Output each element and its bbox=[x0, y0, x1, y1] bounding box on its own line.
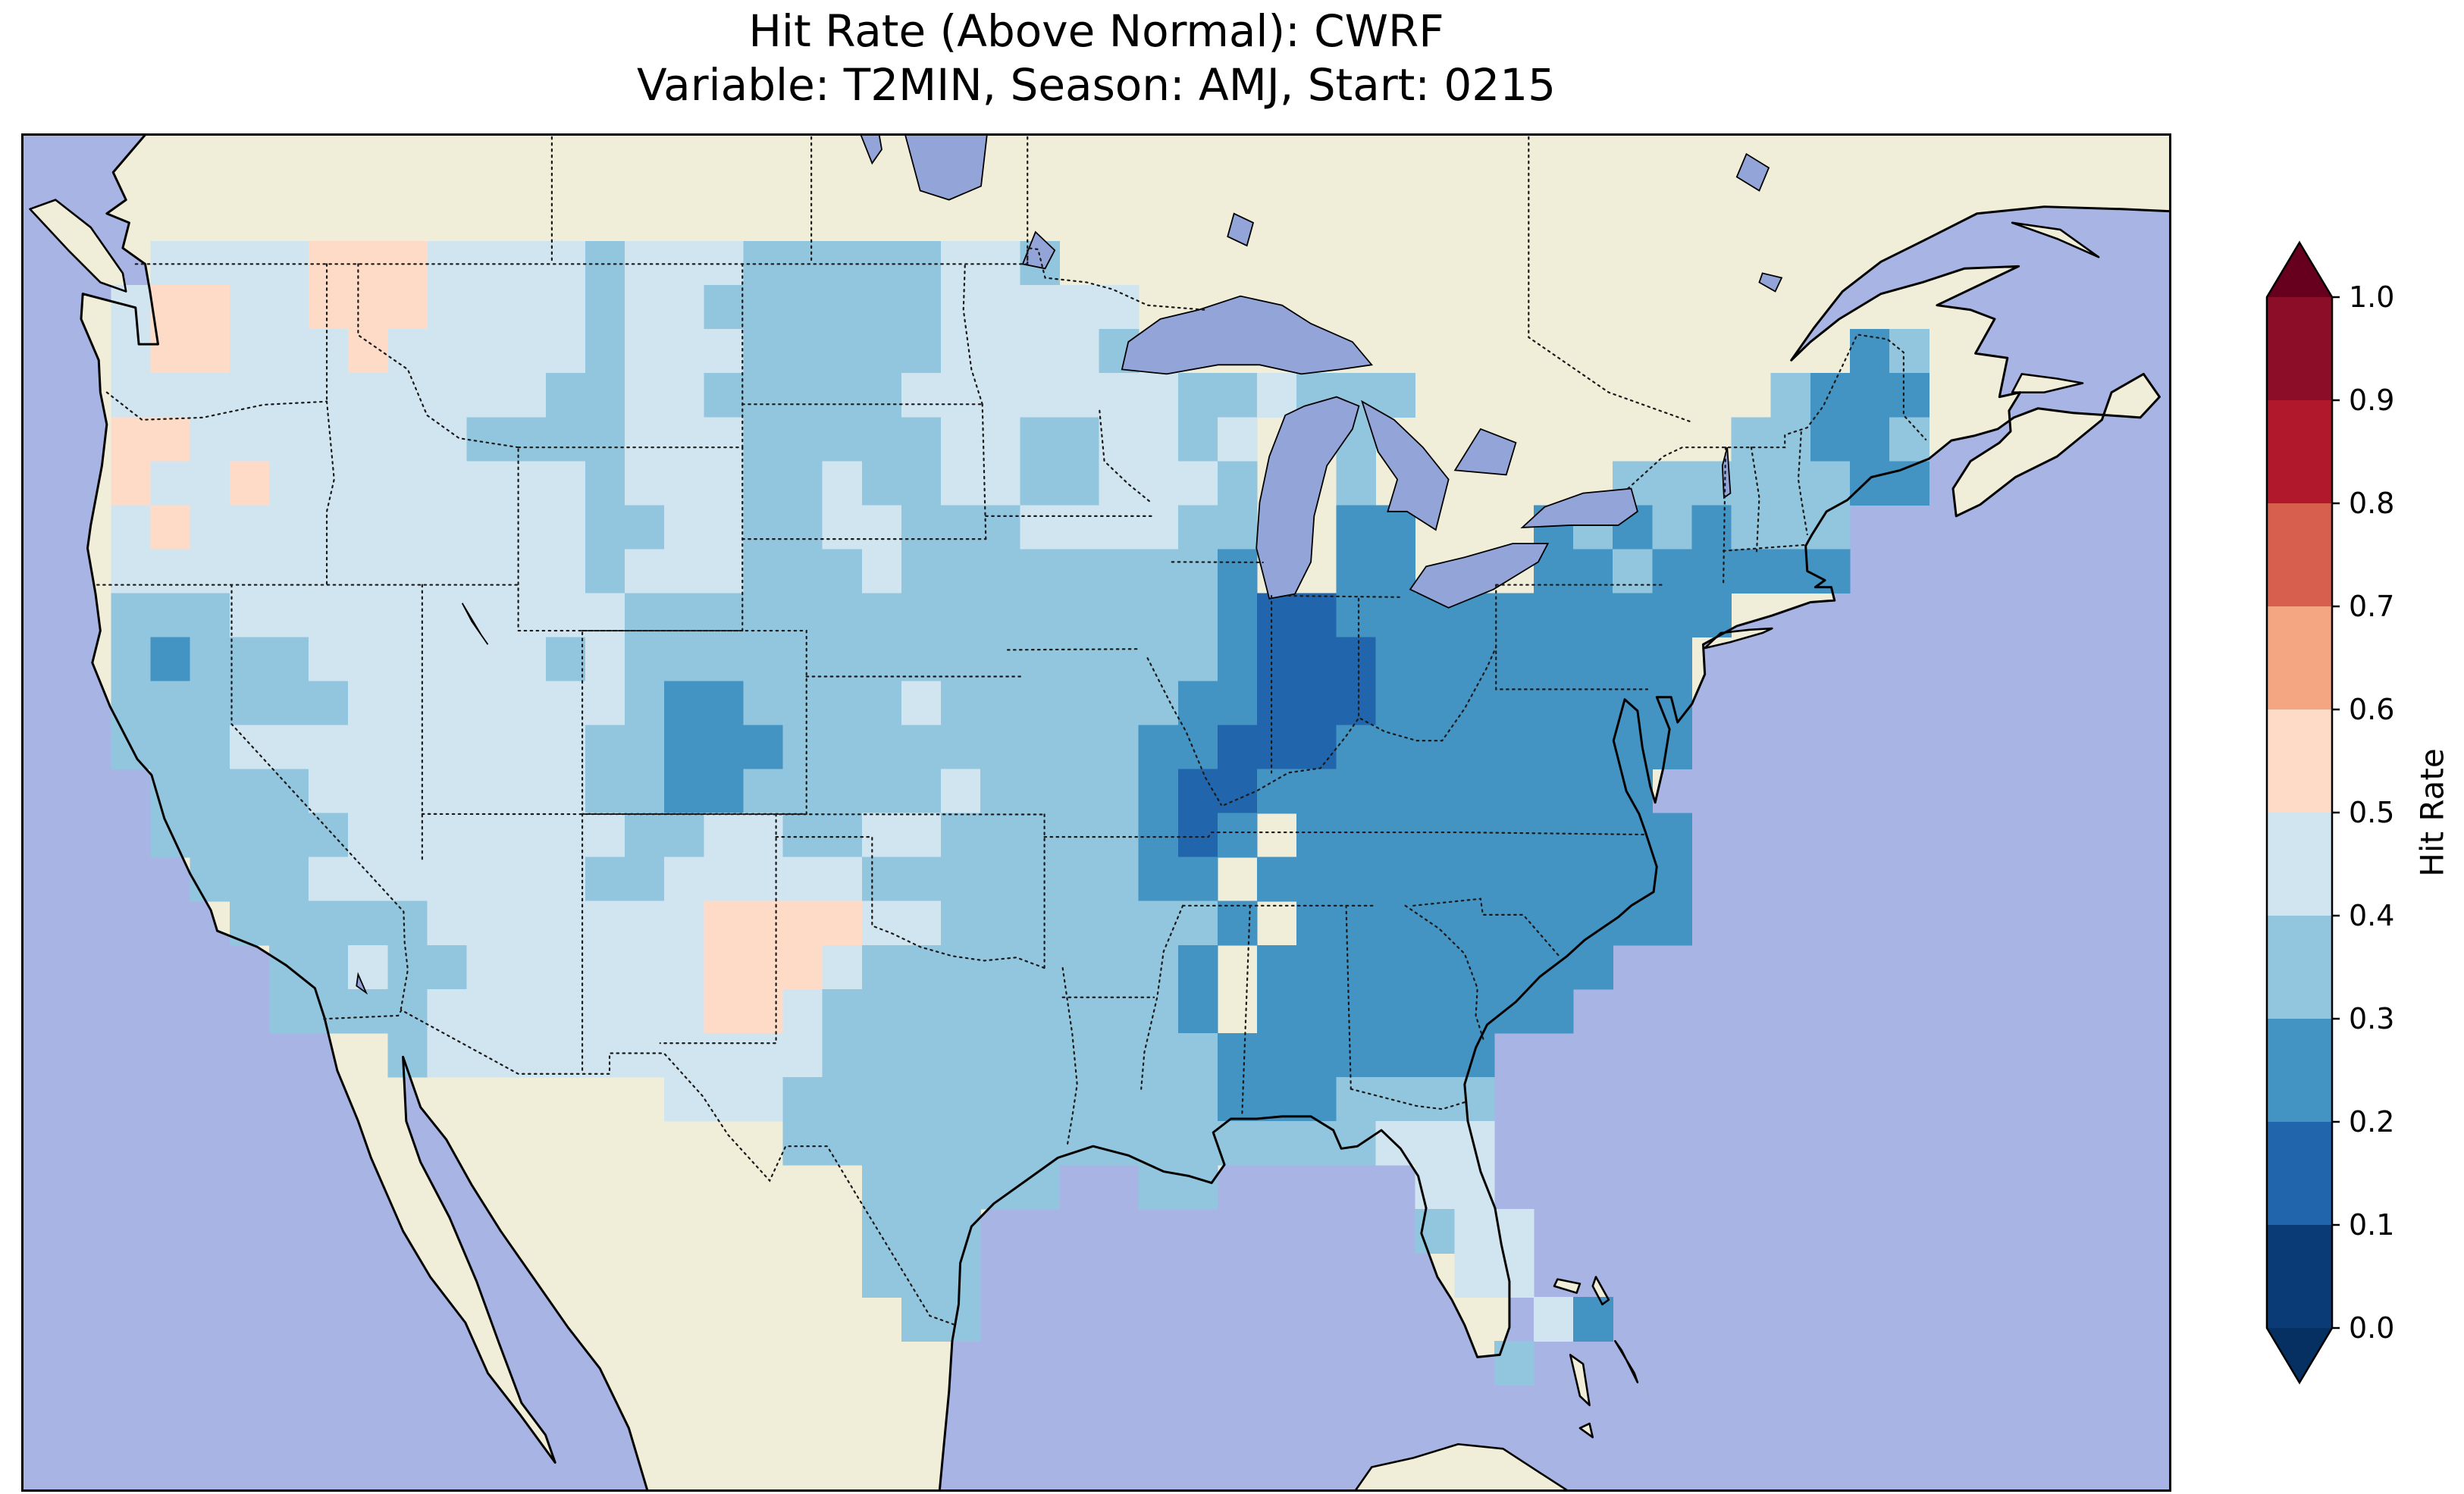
colorbar-tick-label: 0.6 bbox=[2349, 693, 2394, 726]
colorbar-tick-label: 0.7 bbox=[2349, 590, 2394, 623]
state-borders bbox=[96, 136, 1927, 1326]
figure-title: Hit Rate (Above Normal): CWRF Variable: … bbox=[21, 5, 2171, 112]
colorbar-segment bbox=[2267, 813, 2332, 916]
colorbar-segment bbox=[2267, 916, 2332, 1019]
colorbar-tick-label: 0.4 bbox=[2349, 899, 2394, 932]
colorbar-tick-label: 0.0 bbox=[2349, 1311, 2394, 1345]
colorbar-segment bbox=[2267, 1019, 2332, 1122]
map-canvas bbox=[24, 136, 2169, 1489]
figure-title-line2: Variable: T2MIN, Season: AMJ, Start: 021… bbox=[637, 58, 1556, 111]
figure-title-line1: Hit Rate (Above Normal): CWRF bbox=[748, 5, 1444, 57]
colorbar-segment bbox=[2267, 297, 2332, 400]
colorbar-over-arrow bbox=[2267, 243, 2332, 297]
colorbar-axis-label: Hit Rate bbox=[2413, 748, 2451, 877]
hit-rate-grid bbox=[111, 241, 1930, 1386]
colorbar-tick-label: 0.8 bbox=[2349, 487, 2394, 520]
map-panel bbox=[21, 133, 2171, 1492]
colorbar-segment bbox=[2267, 1122, 2332, 1225]
colorbar-tick-label: 0.5 bbox=[2349, 796, 2394, 829]
colorbar-segment bbox=[2267, 400, 2332, 503]
colorbar-tick-label: 0.3 bbox=[2349, 1002, 2394, 1035]
colorbar-segment bbox=[2267, 709, 2332, 813]
coastline bbox=[29, 136, 2169, 1489]
colorbar-segment bbox=[2267, 503, 2332, 606]
colorbar-tick-label: 0.9 bbox=[2349, 384, 2394, 417]
colorbar-segment bbox=[2267, 606, 2332, 709]
colorbar: 1.0 0.9 0.8 0.7 0.6 0.5 0.4 0.3 0.2 0.1 0.0 bbox=[2265, 240, 2394, 1385]
lakes bbox=[356, 136, 1783, 995]
colorbar-tick-label: 0.1 bbox=[2349, 1208, 2394, 1242]
colorbar-tick-label: 0.2 bbox=[2349, 1105, 2394, 1139]
colorbar-segment bbox=[2267, 1225, 2332, 1328]
colorbar-under-arrow bbox=[2267, 1328, 2332, 1383]
colorbar-tick-label: 1.0 bbox=[2349, 280, 2394, 314]
